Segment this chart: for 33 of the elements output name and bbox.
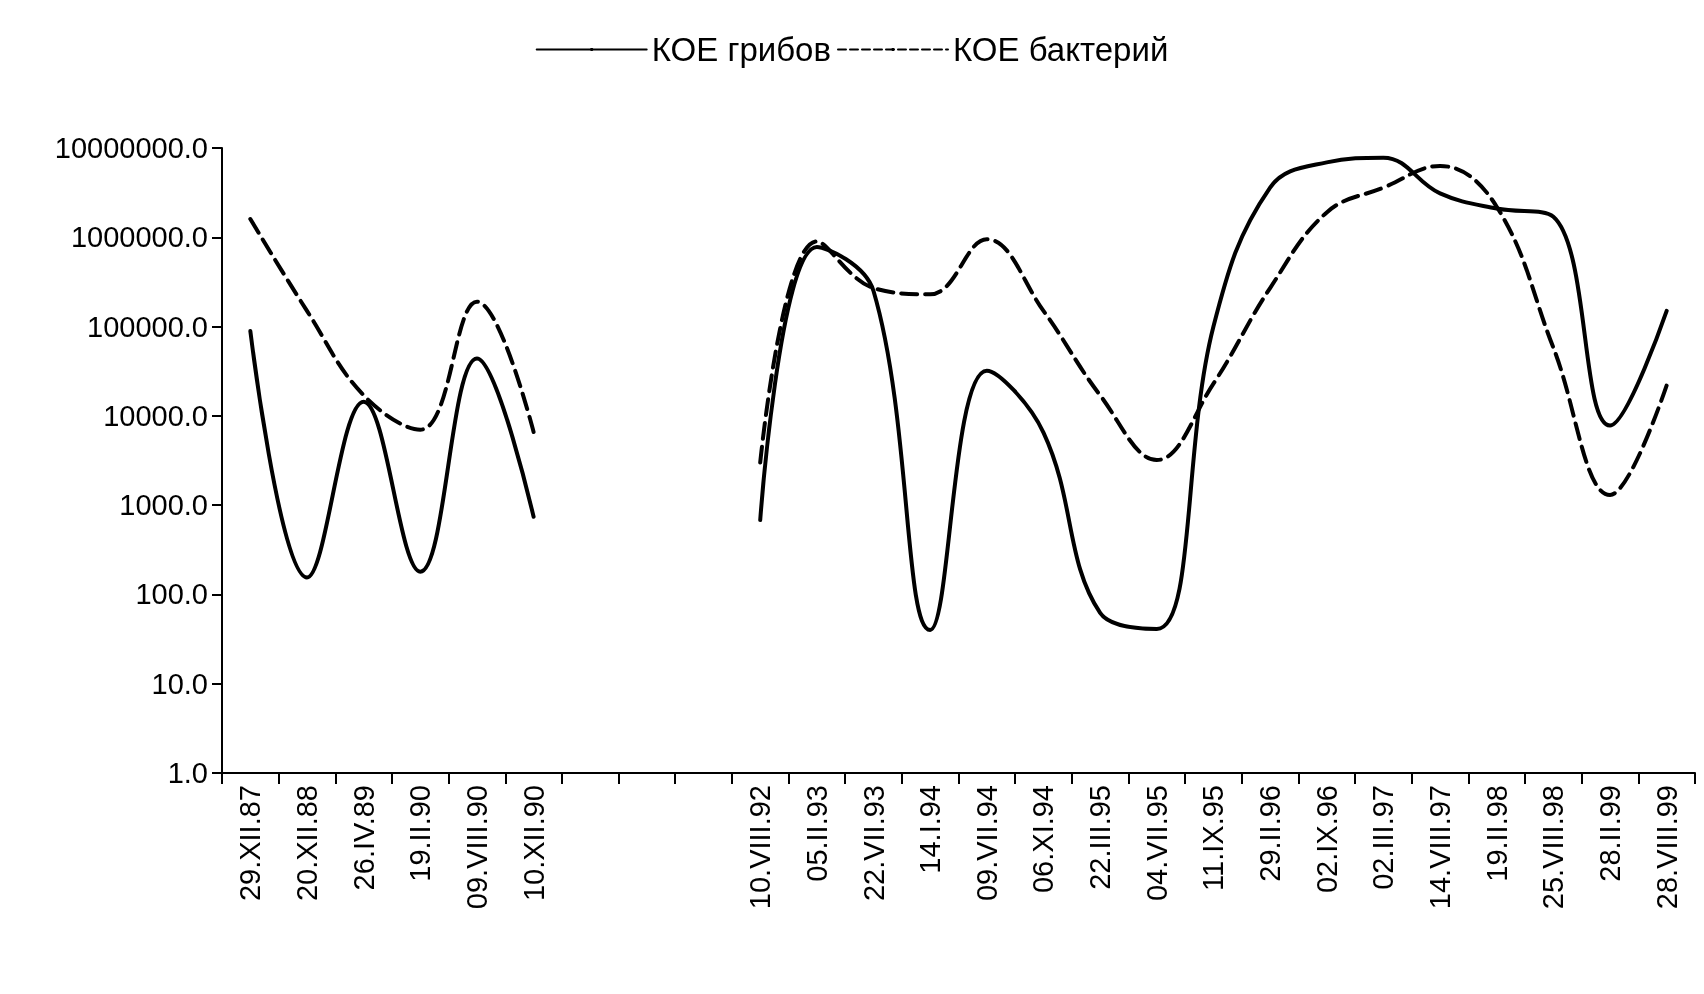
x-tick-label: 22.VII.93 <box>857 785 890 902</box>
y-tick-label: 100.0 <box>135 578 208 611</box>
y-tick-label: 1000000.0 <box>70 221 208 254</box>
x-tick-label: 26.IV.89 <box>347 785 380 891</box>
y-tick-label: 10000000.0 <box>54 132 208 164</box>
x-tick-label: 11.IX.95 <box>1197 785 1230 891</box>
y-tick-label: 10.0 <box>151 667 208 700</box>
x-tick-label: 20.XII.88 <box>290 785 323 902</box>
x-tick-label: 25.VIII.98 <box>1537 785 1570 910</box>
legend-label: КОЕ грибов <box>651 31 831 68</box>
x-tick-label: 02.IX.96 <box>1310 785 1343 894</box>
y-tick-label: 1000.0 <box>119 489 208 522</box>
x-tick-label: 14.I.94 <box>914 785 947 874</box>
x-tick-label: 04.VII.95 <box>1140 785 1173 902</box>
x-tick-label: 19.II.90 <box>404 785 437 882</box>
x-tick-label: 09.VII.94 <box>970 785 1003 902</box>
x-tick-label: 02.III.97 <box>1367 785 1400 890</box>
y-tick-label: 10000.0 <box>103 399 208 432</box>
legend-label: КОЕ бактерий <box>952 31 1169 68</box>
y-tick-label: 100000.0 <box>87 310 208 343</box>
x-tick-label: 28.II.99 <box>1594 785 1627 882</box>
y-tick-label: 1.0 <box>167 757 208 789</box>
x-tick-label: 06.XI.94 <box>1027 785 1060 894</box>
x-tick-label: 22.III.95 <box>1084 785 1117 890</box>
x-tick-label: 29.II.96 <box>1254 785 1287 882</box>
x-tick-label: 09.VIII.90 <box>460 785 493 910</box>
x-tick-label: 05.II.93 <box>800 785 833 882</box>
x-tick-label: 19.II.98 <box>1480 785 1513 882</box>
x-tick-label: 14.VIII.97 <box>1424 785 1457 910</box>
x-tick-label: 28.VIII.99 <box>1650 785 1683 910</box>
x-tick-label: 10.XII.90 <box>517 785 550 902</box>
x-tick-label: 10.VIII.92 <box>744 785 777 910</box>
x-tick-label: 29.XII.87 <box>234 785 267 902</box>
